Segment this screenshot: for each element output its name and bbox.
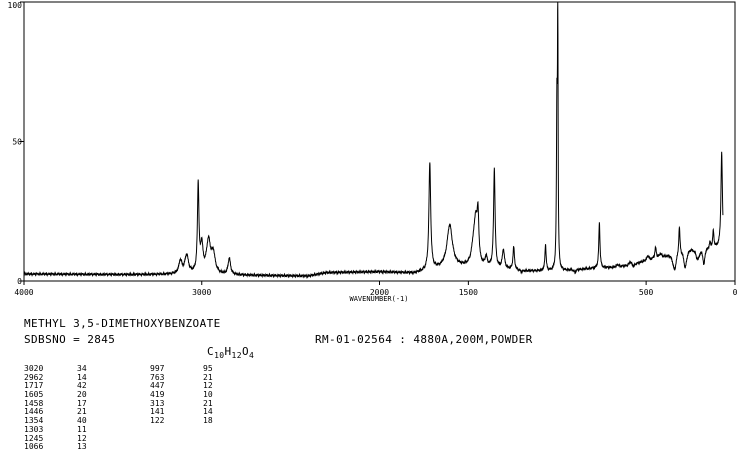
- peak-row: 1066 13: [24, 442, 97, 452]
- peak-intensity: 12: [203, 381, 213, 391]
- molecular-formula: C10H12O4: [193, 334, 255, 360]
- peak-intensity: 40: [77, 416, 87, 426]
- peak-intensity: 12: [77, 433, 87, 443]
- peak-row: 1354 40: [24, 416, 97, 426]
- formula-o: O: [241, 345, 250, 358]
- peak-intensity: 14: [77, 372, 87, 382]
- peak-intensity: 13: [77, 442, 87, 452]
- peak-wavenumber: 763: [150, 372, 165, 382]
- formula-c: C: [207, 345, 215, 358]
- peak-intensity: 34: [77, 364, 87, 373]
- peak-intensity: 11: [77, 424, 87, 434]
- tick-group: 4000 3000 2000 1500 500 0 0 50 100: [8, 1, 738, 297]
- peak-row: 419 10: [150, 390, 223, 400]
- peak-row: 1446 21: [24, 408, 97, 417]
- peak-intensity: 95: [203, 364, 213, 373]
- peak-row: 997 95: [150, 364, 223, 374]
- x-tick-label: 2000: [370, 288, 389, 297]
- peak-row: 313 21: [150, 398, 223, 409]
- peak-wavenumber: 122: [150, 416, 165, 426]
- peak-row: 2962 14: [24, 372, 97, 383]
- x-tick-label: 4000: [14, 288, 33, 297]
- peak-wavenumber: 419: [150, 390, 165, 400]
- peak-intensity: 18: [203, 416, 213, 426]
- sdbs-number: SDBSNO = 2845: [24, 333, 116, 346]
- peak-row: 447 12: [150, 382, 223, 391]
- formula-o-count: 4: [249, 351, 255, 360]
- peak-intensity: 20: [77, 390, 87, 400]
- peak-wavenumber: 447: [150, 381, 165, 391]
- peak-wavenumber: 1303: [24, 424, 44, 434]
- x-tick-label: 0: [733, 288, 738, 297]
- x-tick-label: 1500: [459, 288, 478, 297]
- peak-row: 1717 42: [24, 382, 97, 391]
- peak-table-left: 3020 34 2962 14 1717 42 1605 20 1458 17 1446 21 1354…: [24, 364, 97, 452]
- peak-intensity: 21: [203, 372, 213, 382]
- peak-wavenumber: 1446: [24, 407, 44, 417]
- formula-h-count: 12: [231, 351, 242, 360]
- peak-intensity: 21: [203, 398, 213, 408]
- peak-wavenumber: 1066: [24, 442, 44, 452]
- peak-table-right: 997 95 763 21 447 12 419 10 313 21 141 14 122 18: [150, 364, 223, 426]
- peak-row: 122 18: [150, 416, 223, 426]
- x-tick-label: 3000: [192, 288, 211, 297]
- peak-wavenumber: 997: [150, 364, 165, 373]
- peak-row: 1458 17: [24, 398, 97, 409]
- spectrum-chart: 4000 3000 2000 1500 500 0 0 50 100 WAVENUMBER(-1…: [8, 1, 738, 303]
- x-axis-label: WAVENUMBER(-1): [349, 295, 408, 303]
- peak-wavenumber: 2962: [24, 372, 44, 382]
- peak-wavenumber: 313: [150, 398, 165, 408]
- peak-intensity: 14: [203, 407, 213, 417]
- peak-row: 1605 20: [24, 390, 97, 400]
- peak-intensity: 17: [77, 398, 87, 408]
- y-tick-label: 50: [12, 138, 22, 147]
- peak-wavenumber: 1605: [24, 390, 44, 400]
- peak-row: 3020 34: [24, 364, 97, 374]
- formula-c-count: 10: [214, 351, 225, 360]
- y-tick-label: 0: [17, 277, 22, 286]
- y-tick-label: 100: [8, 1, 23, 10]
- x-tick-label: 500: [639, 288, 654, 297]
- plot-frame: [23, 1, 736, 282]
- peak-wavenumber: 3020: [24, 364, 44, 373]
- peak-wavenumber: 1717: [24, 381, 44, 391]
- peak-intensity: 10: [203, 390, 213, 400]
- formula-h: H: [224, 345, 232, 358]
- compound-name: METHYL 3,5-DIMETHOXYBENZOATE: [24, 317, 221, 330]
- peak-row: 1245 12: [24, 433, 97, 444]
- peak-wavenumber: 1458: [24, 398, 44, 408]
- peak-row: 763 21: [150, 372, 223, 383]
- peak-intensity: 21: [77, 407, 87, 417]
- peak-row: 1303 11: [24, 424, 97, 435]
- measurement-conditions: RM-01-02564 : 4880A,200M,POWDER: [315, 333, 533, 346]
- peak-intensity: 42: [77, 381, 87, 391]
- spectrum-line: [23, 1, 724, 279]
- peak-wavenumber: 1245: [24, 433, 44, 443]
- peak-row: 141 14: [150, 408, 223, 417]
- peak-wavenumber: 141: [150, 407, 165, 417]
- peak-wavenumber: 1354: [24, 416, 44, 426]
